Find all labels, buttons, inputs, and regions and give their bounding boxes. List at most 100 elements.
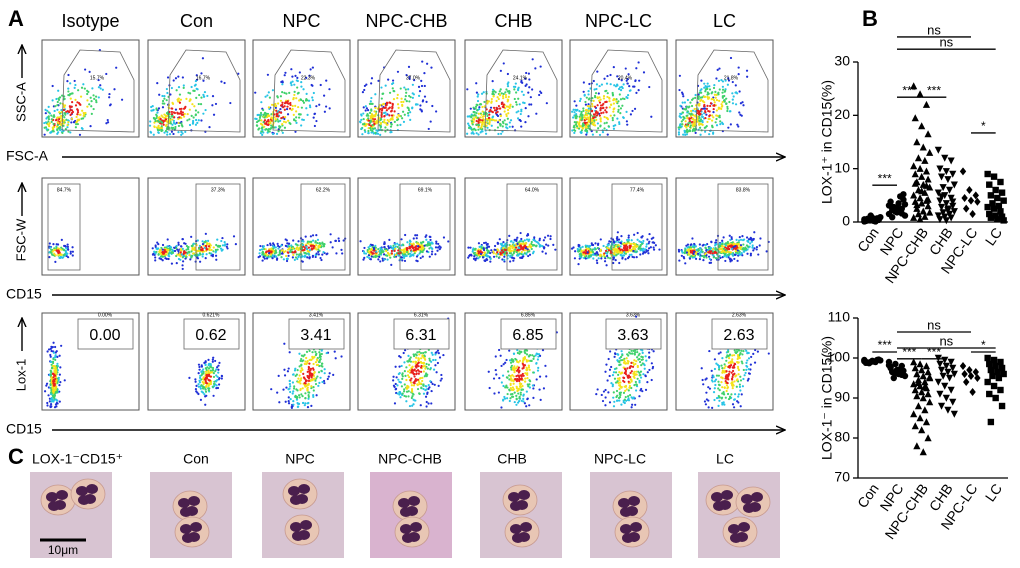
event-dot (301, 401, 305, 405)
event-dot (194, 387, 198, 391)
event-dot (293, 118, 296, 121)
event-dot (263, 125, 266, 128)
event-dot (262, 121, 265, 124)
event-dot (516, 117, 520, 120)
event-dot (288, 382, 291, 386)
event-dot (193, 84, 197, 87)
event-dot (180, 245, 183, 248)
event-dot (298, 352, 301, 355)
event-dot (170, 130, 174, 133)
event-dot (277, 247, 280, 250)
event-dot (155, 116, 158, 120)
event-dot (581, 114, 584, 117)
event-dot (66, 243, 69, 246)
event-dot (715, 114, 718, 117)
event-dot (201, 243, 205, 246)
event-dot (52, 351, 56, 354)
event-dot (722, 236, 725, 239)
event-dot (603, 252, 606, 255)
event-dot (49, 355, 52, 358)
event-dot (67, 119, 70, 122)
event-dot (632, 245, 635, 248)
event-dot (703, 101, 706, 104)
event-dot (63, 244, 66, 247)
event-dot (517, 97, 520, 100)
event-dot (596, 70, 599, 73)
event-dot (265, 257, 269, 260)
event-dot (212, 375, 216, 379)
event-dot (76, 113, 79, 116)
event-dot (710, 92, 713, 95)
event-dot (704, 109, 707, 113)
event-dot (195, 118, 198, 122)
event-dot (287, 367, 290, 370)
event-dot (613, 114, 616, 117)
event-dot (466, 88, 469, 91)
event-dot (712, 104, 715, 107)
event-dot (625, 79, 628, 82)
event-dot (154, 252, 157, 255)
event-dot (279, 107, 282, 111)
event-dot (309, 106, 312, 109)
event-dot (362, 250, 366, 253)
event-dot (63, 379, 66, 382)
event-dot (181, 132, 184, 135)
event-dot (603, 115, 606, 119)
event-dot (52, 361, 55, 365)
event-dot (693, 246, 696, 249)
event-dot (185, 97, 188, 100)
event-dot (43, 121, 46, 125)
event-dot (220, 377, 223, 380)
event-dot (47, 111, 50, 114)
event-dot (50, 118, 53, 121)
event-dot (518, 118, 521, 122)
event-dot (288, 121, 291, 124)
event-dot (595, 83, 599, 86)
event-dot (172, 132, 175, 136)
event-dot (406, 241, 409, 244)
event-dot (608, 100, 611, 103)
event-dot (288, 351, 291, 354)
event-dot (286, 248, 290, 251)
event-dot (678, 88, 681, 92)
event-dot (618, 122, 621, 126)
event-dot (515, 239, 518, 243)
event-dot (368, 256, 371, 260)
gate-percent: 37.3% (211, 187, 226, 193)
event-dot (290, 84, 293, 87)
event-dot (493, 119, 496, 122)
event-dot (577, 263, 580, 266)
event-dot (174, 127, 177, 130)
event-dot (486, 102, 489, 105)
event-dot (585, 133, 588, 136)
event-dot (314, 241, 317, 244)
event-dot (575, 125, 579, 128)
event-dot (261, 133, 264, 136)
event-dot (470, 115, 473, 118)
event-dot (282, 120, 286, 123)
event-dot (712, 107, 715, 111)
event-dot (106, 121, 110, 124)
event-dot (686, 98, 690, 102)
gate-percent: 69.1% (418, 187, 433, 193)
event-dot (447, 240, 450, 243)
event-dot (312, 239, 315, 242)
event-dot (604, 249, 608, 252)
event-dot (211, 385, 214, 388)
event-dot (699, 99, 702, 102)
event-dot (191, 248, 194, 251)
event-dot (609, 114, 612, 117)
event-dot (52, 122, 55, 126)
event-dot (71, 254, 74, 257)
event-dot (739, 244, 743, 247)
event-dot (360, 118, 363, 121)
event-dot (577, 127, 581, 130)
event-dot (194, 79, 198, 83)
event-dot (76, 111, 80, 114)
event-dot (83, 87, 86, 90)
event-dot (400, 238, 403, 241)
event-dot (211, 369, 215, 372)
event-dot (389, 256, 392, 259)
event-dot (609, 103, 613, 106)
event-dot (54, 345, 57, 349)
